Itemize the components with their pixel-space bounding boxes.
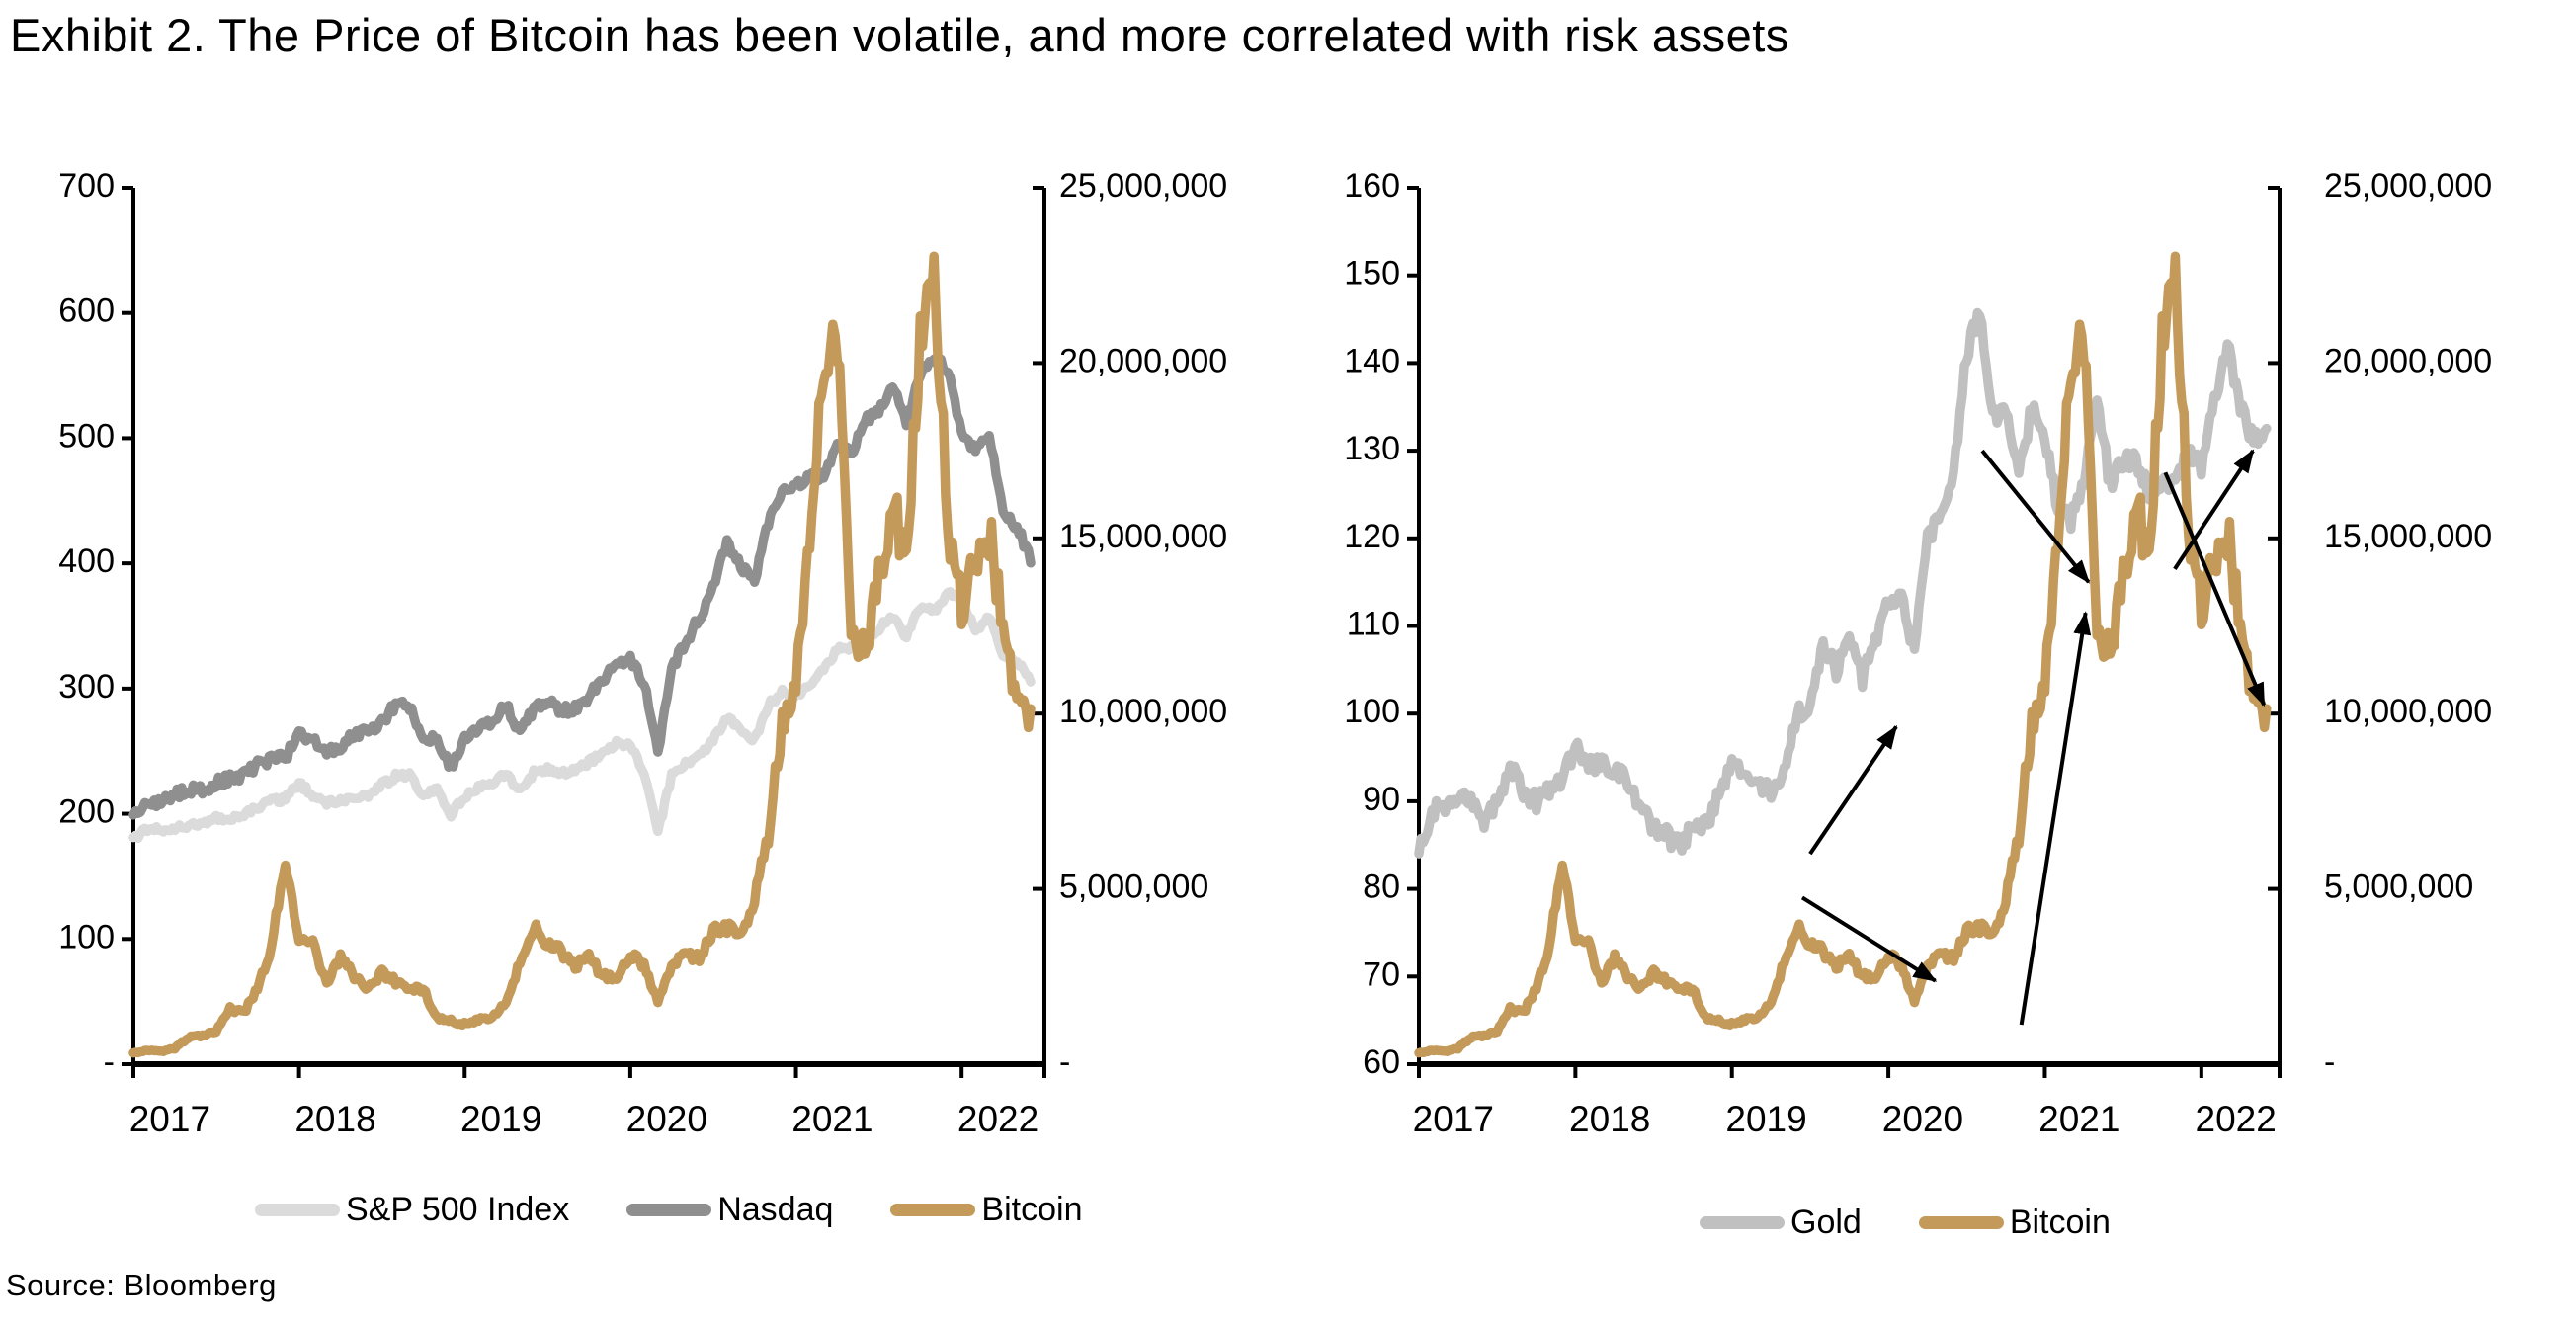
y-axis-tick-label: 700 (58, 167, 115, 205)
y-axis-tick-label: 200 (58, 793, 115, 831)
legend-label-nasdaq: Nasdaq (717, 1191, 834, 1228)
x-axis-tick-label: 2021 (791, 1099, 873, 1139)
legend-item-bitcoin-right: Bitcoin (1918, 1204, 2111, 1242)
correlation-arrow (1808, 724, 1898, 856)
legend-label-bitcoin-left: Bitcoin (981, 1191, 1083, 1228)
correlation-arrow (2173, 449, 2255, 570)
y-axis-tick-label: 300 (58, 668, 115, 706)
y-axis-tick-label: 5,000,000 (2324, 869, 2473, 906)
y-axis-tick-label: 160 (1344, 167, 1400, 205)
x-axis-tick-label: 2021 (2038, 1099, 2119, 1139)
legend-item-sp500: S&P 500 Index (255, 1191, 569, 1229)
y-axis-tick-label: 100 (1344, 693, 1400, 730)
legend-label-sp500: S&P 500 Index (346, 1191, 570, 1228)
y-axis-tick-label: 15,000,000 (2324, 518, 2492, 555)
bitcoin-line-swatch (1918, 1216, 2004, 1229)
series-line-bitcoin (1414, 251, 2272, 1058)
y-axis-tick-label: - (104, 1043, 115, 1081)
y-axis-tick-label: 15,000,000 (1059, 518, 1227, 555)
x-axis-tick-label: 2018 (294, 1099, 375, 1139)
legend-label-bitcoin-right: Bitcoin (2009, 1204, 2111, 1241)
source-note: Source: Bloomberg (6, 1268, 277, 1302)
x-axis-tick-label: 2019 (460, 1099, 541, 1139)
correlation-arrow (2163, 471, 2267, 707)
y-axis-tick-label: 70 (1363, 956, 1400, 993)
series-line-bitcoin (128, 251, 1036, 1058)
y-axis-tick-label: 100 (58, 918, 115, 956)
y-axis-tick-label: 25,000,000 (1059, 167, 1227, 205)
left-chart-legend: S&P 500 Index Nasdaq Bitcoin (255, 1191, 1082, 1229)
legend-item-bitcoin-left: Bitcoin (890, 1191, 1082, 1229)
correlation-arrow (1980, 449, 2091, 584)
y-axis-tick-label: 60 (1363, 1043, 1400, 1081)
x-axis-tick-label: 2018 (1569, 1099, 1650, 1139)
legend-item-nasdaq: Nasdaq (626, 1191, 833, 1229)
y-axis-tick-label: 140 (1344, 342, 1400, 379)
x-axis-tick-label: 2020 (626, 1099, 707, 1139)
gold-line-swatch (1700, 1216, 1785, 1229)
nasdaq-line-swatch (626, 1204, 712, 1216)
y-axis-tick-label: 130 (1344, 430, 1400, 467)
left-chart: 700 600 500 400 300 200 100 - 25,000,000 20,000,0… (58, 167, 1227, 1139)
y-axis-tick-label: 90 (1363, 781, 1400, 818)
legend-item-gold: Gold (1700, 1204, 1862, 1242)
x-axis-tick-label: 2017 (1413, 1099, 1494, 1139)
x-axis-tick-label: 2022 (957, 1099, 1039, 1139)
y-axis-tick-label: 500 (58, 417, 115, 455)
y-axis-tick-label: 10,000,000 (1059, 693, 1227, 730)
page-title: Exhibit 2. The Price of Bitcoin has been… (10, 9, 1789, 61)
correlation-arrow (2019, 611, 2092, 1026)
series-line-sp500 (128, 587, 1036, 844)
bitcoin-line-swatch (890, 1204, 976, 1216)
y-axis-tick-label: 5,000,000 (1059, 869, 1208, 906)
x-axis-tick-label: 2017 (129, 1099, 210, 1139)
right-chart-legend: Gold Bitcoin (1700, 1204, 2111, 1242)
y-axis-tick-label: 25,000,000 (2324, 167, 2492, 205)
x-axis-tick-label: 2022 (2196, 1099, 2277, 1139)
x-axis-tick-label: 2020 (1882, 1099, 1963, 1139)
y-axis-tick-label: 600 (58, 292, 115, 330)
sp500-line-swatch (255, 1204, 340, 1216)
y-axis-tick-label: 110 (1347, 605, 1400, 642)
x-axis-tick-label: 2019 (1725, 1099, 1806, 1139)
y-axis-tick-label: 150 (1344, 255, 1400, 292)
series-line-gold (1414, 307, 2272, 859)
y-axis-tick-label: 120 (1344, 518, 1400, 555)
right-chart: 160 150 140 130 120 110 100 90 80 70 60 25,000,000 2… (1344, 167, 2492, 1139)
y-axis-tick-label: 80 (1363, 869, 1400, 906)
series-line-nasdaq (128, 354, 1036, 820)
y-axis-tick-label: 20,000,000 (2324, 342, 2492, 379)
y-axis-tick-label: 10,000,000 (2324, 693, 2492, 730)
correlation-arrow (1800, 895, 1938, 983)
y-axis-tick-label: - (1059, 1043, 1070, 1081)
y-axis-tick-label: - (2324, 1043, 2335, 1081)
y-axis-tick-label: 20,000,000 (1059, 342, 1227, 379)
y-axis-tick-label: 400 (58, 542, 115, 580)
legend-label-gold: Gold (1790, 1204, 1862, 1241)
